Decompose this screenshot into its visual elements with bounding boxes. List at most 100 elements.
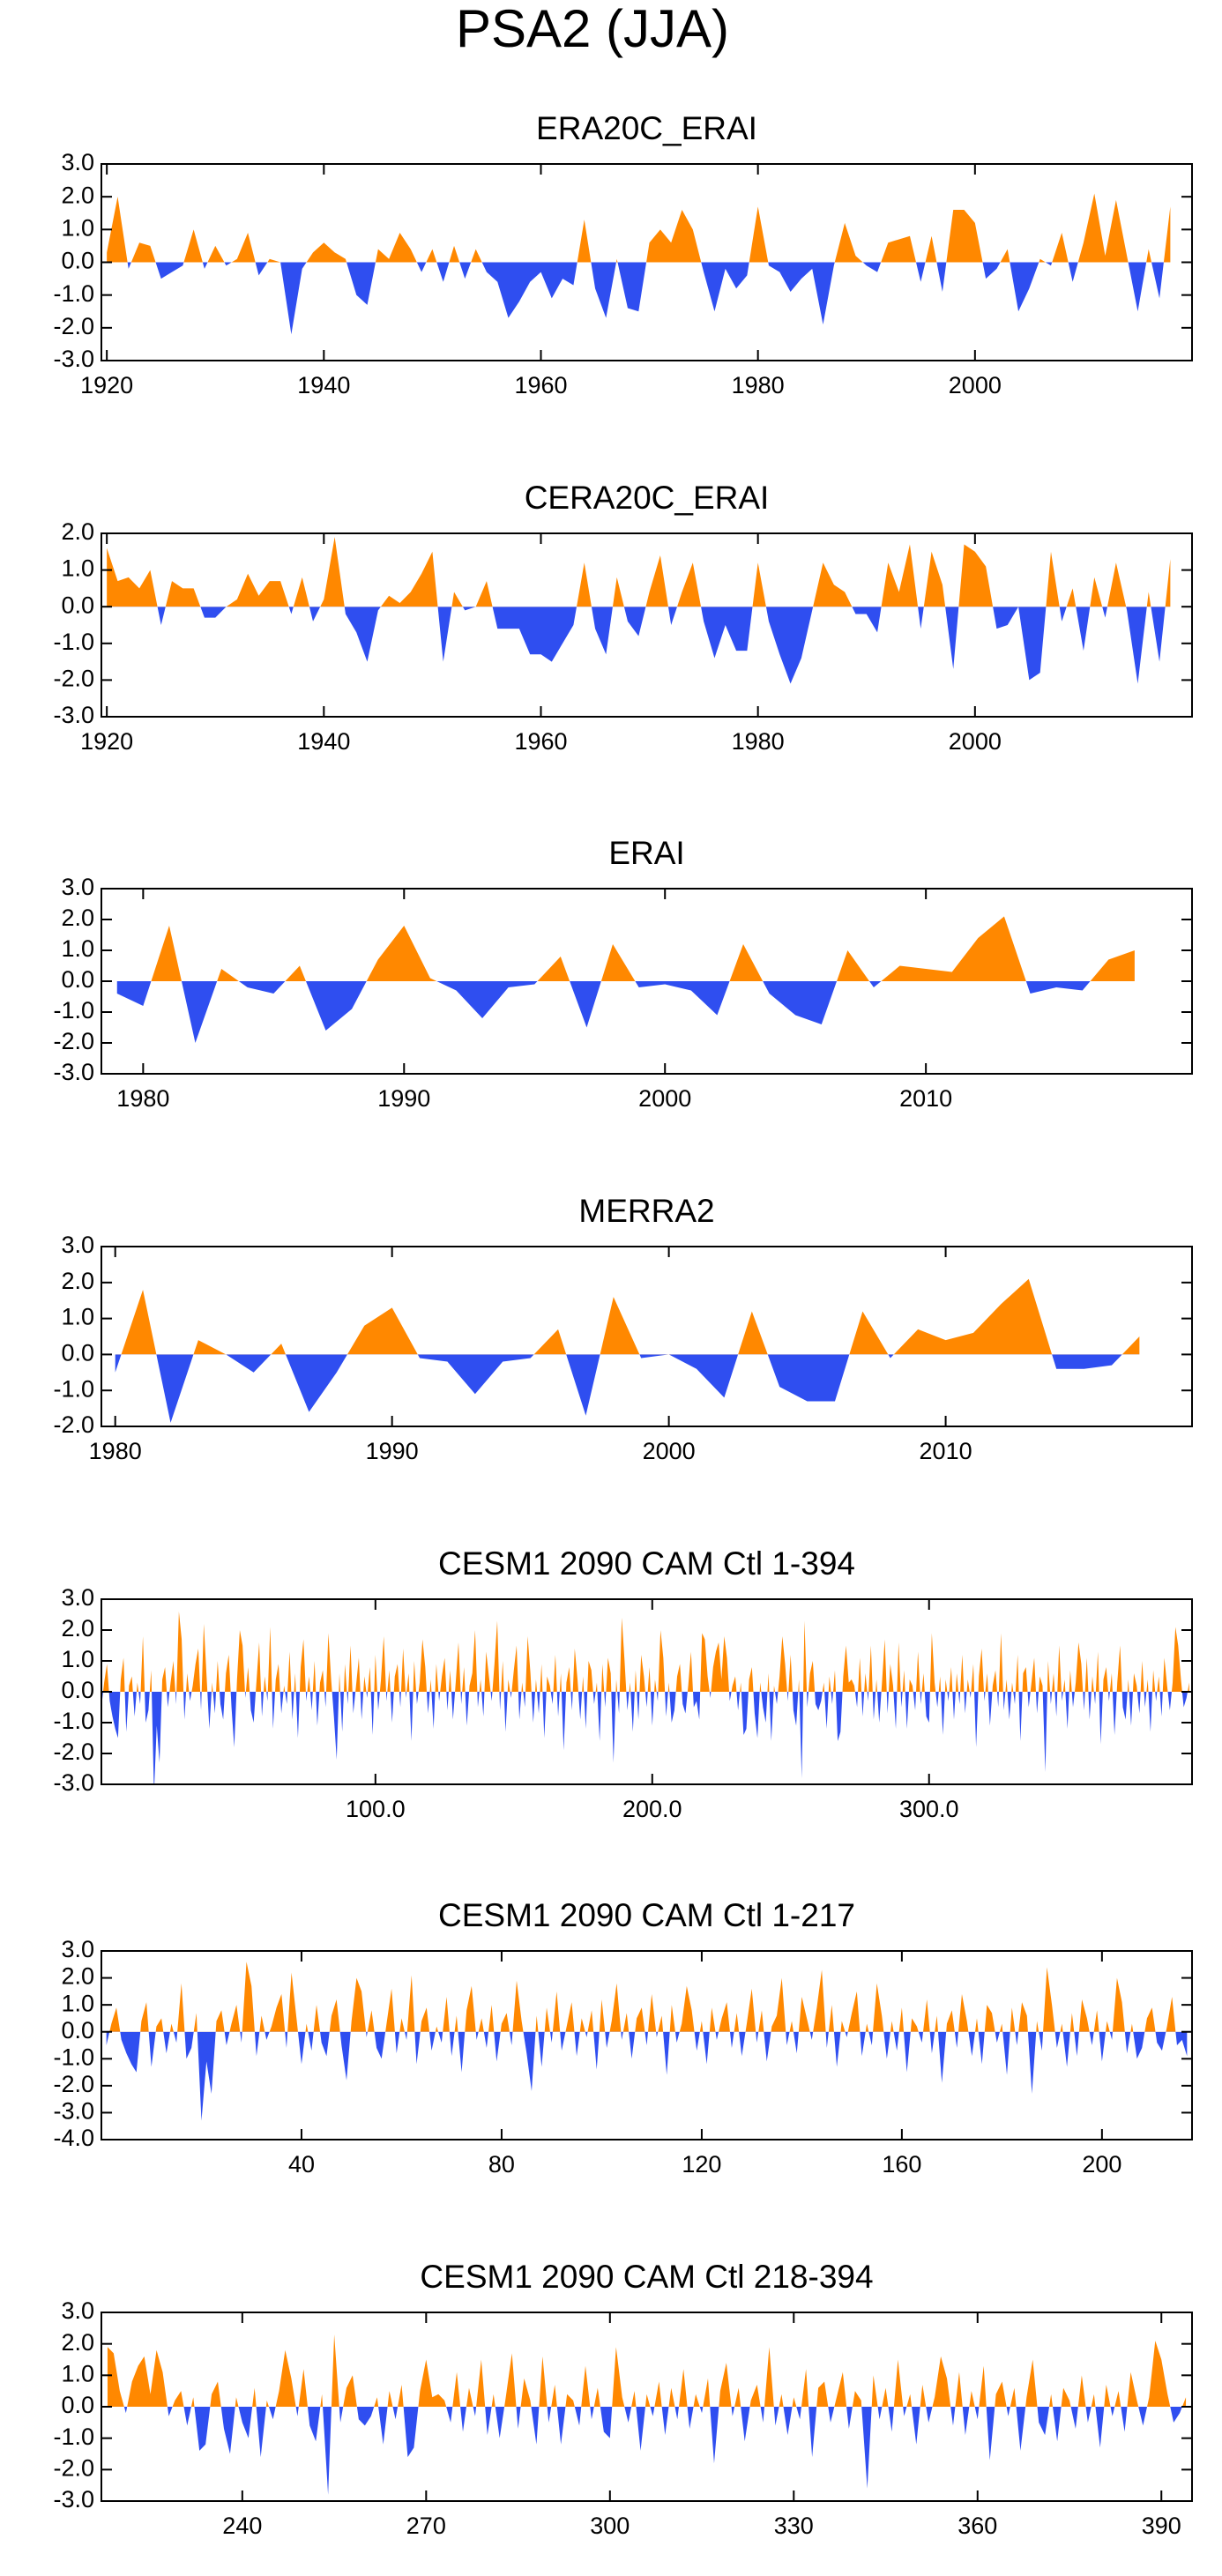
x-tick-label: 1940 [297,372,350,398]
y-tick-label: 2.0 [61,1963,94,1990]
y-tick-label: 3.0 [61,874,94,900]
y-tick-label: 1.0 [61,935,94,962]
x-tick-label: 1980 [116,1085,169,1112]
y-tick-label: -3.0 [53,2098,94,2125]
panel-title: CESM1 2090 CAM Ctl 1-394 [438,1545,855,1582]
y-tick-label: 0.0 [61,2392,94,2418]
figure-title: PSA2 (JJA) [456,0,729,58]
x-tick-label: 1990 [366,1438,419,1464]
positive-area [107,537,1171,607]
y-tick-label: 3.0 [61,2297,94,2324]
y-tick-label: -3.0 [53,1059,94,1085]
x-tick-label: 1920 [80,728,133,755]
y-tick-label: -3.0 [53,702,94,728]
negative-area [101,1692,1189,1784]
y-tick-label: -1.0 [53,1708,94,1734]
x-tick-label: 360 [957,2513,997,2539]
plot-frame [101,532,1193,718]
y-tick-label: -2.0 [53,2071,94,2097]
y-tick-label: 3.0 [61,1936,94,1962]
panel: 3.0 2.0 1.0 0.0 -1.0 -2.0 -3.0 1980 1990 2000 2010… [53,835,1193,1112]
y-tick-label: 2.0 [61,518,94,545]
negative-area [107,2407,1187,2495]
panel: 3.0 2.0 1.0 0.0 -1.0 -2.0 -3.0 100.0 200.0 300.0 C… [53,1545,1193,1822]
x-tick-label: 200.0 [622,1796,682,1822]
y-tick-label: 3.0 [61,1232,94,1258]
y-tick-label: 2.0 [61,2329,94,2356]
y-tick-label: -2.0 [53,1028,94,1054]
x-tick-label: 330 [774,2513,814,2539]
y-tick-label: 0.0 [61,248,94,274]
positive-area [107,2334,1187,2407]
x-tick-label: 1980 [89,1438,142,1464]
y-tick-label: -1.0 [53,280,94,307]
panel-title: ERA20C_ERAI [536,110,757,146]
x-tick-label: 200 [1082,2151,1121,2178]
y-tick-label: 0.0 [61,1340,94,1366]
y-tick-label: 1.0 [61,1990,94,2016]
y-tick-label: -2.0 [53,666,94,692]
y-tick-label: -1.0 [53,2044,94,2070]
positive-area [107,193,1171,263]
y-tick-label: 2.0 [61,1268,94,1294]
y-tick-label: 1.0 [61,214,94,241]
y-tick-label: -3.0 [53,346,94,372]
x-tick-label: 40 [288,2151,315,2178]
positive-area [116,916,1135,981]
x-tick-label: 120 [682,2151,721,2178]
y-tick-label: 1.0 [61,1304,94,1330]
y-tick-label: 2.0 [61,182,94,208]
y-tick-label: 0.0 [61,2017,94,2044]
x-tick-label: 2010 [920,1438,972,1464]
y-tick-label: -2.0 [53,313,94,339]
y-tick-label: -4.0 [53,2125,94,2151]
y-tick-label: 0.0 [61,592,94,618]
x-tick-label: 300 [590,2513,630,2539]
negative-area [157,607,1166,684]
x-tick-label: 1940 [297,728,350,755]
x-tick-label: 2000 [949,372,1002,398]
positive-area [101,1612,1189,1692]
y-tick-label: -2.0 [53,1738,94,1765]
x-tick-label: 1960 [514,728,567,755]
y-tick-label: 0.0 [61,966,94,993]
panel-title: MERRA2 [578,1193,714,1229]
y-tick-label: 2.0 [61,905,94,931]
x-tick-label: 2000 [638,1085,691,1112]
x-tick-label: 2000 [949,728,1002,755]
x-tick-label: 300.0 [899,1796,959,1822]
y-tick-label: 1.0 [61,2360,94,2386]
y-tick-label: 0.0 [61,1677,94,1703]
y-tick-label: -1.0 [53,629,94,655]
x-tick-label: 100.0 [346,1796,406,1822]
panel: 3.0 2.0 1.0 0.0 -1.0 -2.0 -3.0 240 270 300 330 360 3… [53,2259,1193,2539]
y-tick-label: -3.0 [53,1769,94,1796]
plot-frame [101,1950,1193,2140]
x-tick-label: 270 [406,2513,446,2539]
x-tick-label: 240 [222,2513,262,2539]
x-tick-label: 1920 [80,372,133,398]
plot-frame [101,1246,1193,1427]
positive-area [115,1278,1140,1355]
x-tick-label: 80 [488,2151,515,2178]
y-tick-label: 2.0 [61,1615,94,1642]
panel-title: CESM1 2090 CAM Ctl 1-217 [438,1897,855,1933]
panel-title: CESM1 2090 CAM Ctl 218-394 [420,2259,873,2295]
y-tick-label: 3.0 [61,1584,94,1611]
negative-area [107,262,1171,335]
y-tick-label: 3.0 [61,149,94,175]
x-tick-label: 1960 [514,372,567,398]
negative-area [106,2031,1188,2121]
panel: 3.02.01.00.0-1.0-2.0-3.0-4.0 40 80 120 160 20… [53,1897,1193,2178]
y-tick-label: -3.0 [53,2486,94,2513]
y-tick-label: -1.0 [53,997,94,1024]
y-tick-label: -2.0 [53,1411,94,1438]
x-tick-label: 390 [1142,2513,1181,2539]
y-tick-label: -2.0 [53,2454,94,2481]
x-tick-label: 1980 [732,372,785,398]
x-tick-label: 2010 [899,1085,952,1112]
